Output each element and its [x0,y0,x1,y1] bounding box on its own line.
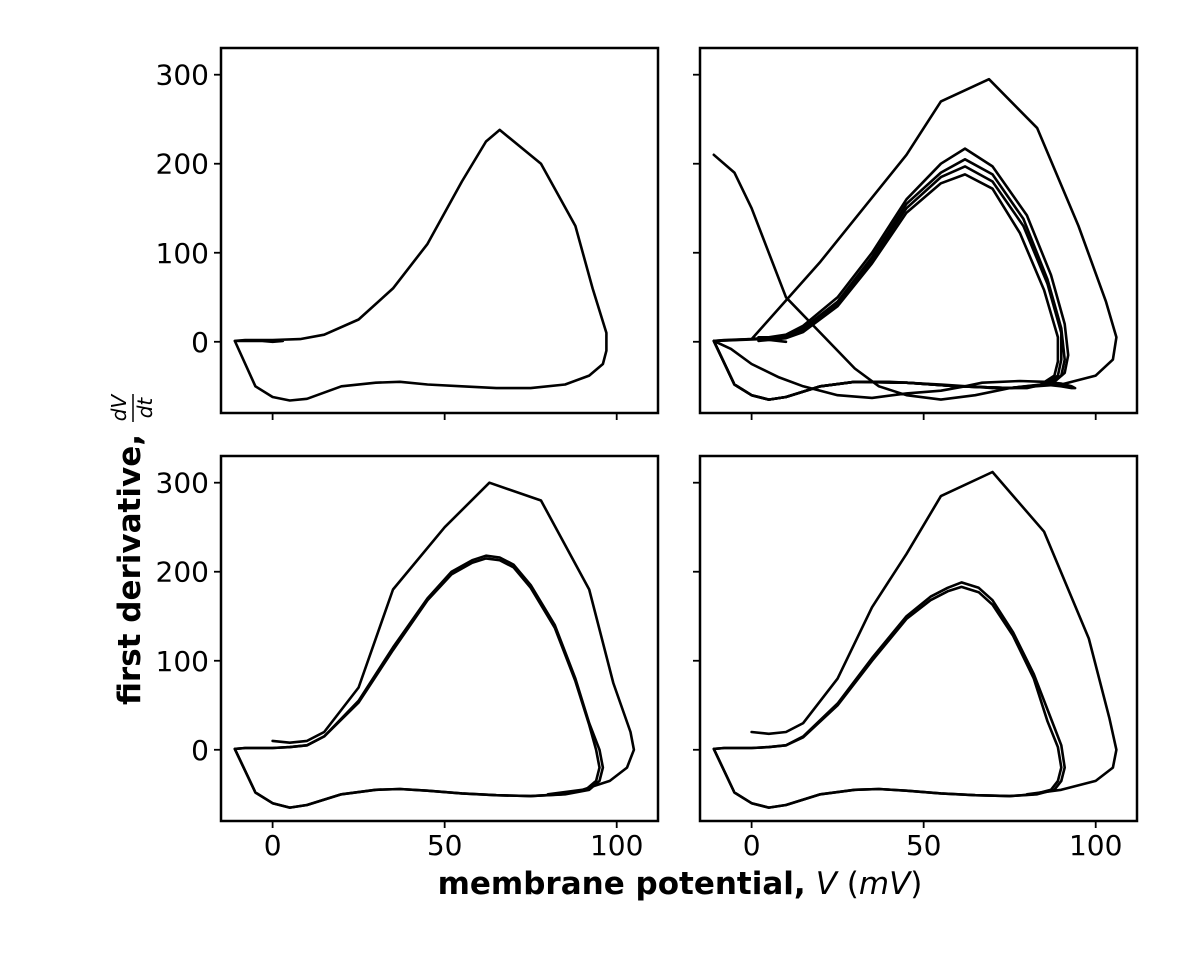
y-tick-label: 0 [191,326,209,359]
y-tick-label: 100 [156,645,209,678]
panel-bottom-left-series-0 [271,481,636,796]
y-axis-label-text: first derivative, [112,434,148,705]
panel-top-right-series-4 [712,173,1060,401]
x-tick-label: 50 [427,829,463,862]
panel-top-left-series-0 [233,128,608,402]
x-axis-label-unit-close: ) [910,866,922,902]
panel-top-right-lines [712,77,1118,401]
panel-top-right-series-5 [712,77,1118,390]
y-axis-label-frac-numerator: dV [107,394,131,422]
x-tick-label: 50 [906,829,942,862]
y-tick-label: 100 [156,237,209,270]
panels-layer: 0 100 200 300 0 50 100 0 100 200 300 0 50 100 [156,46,1139,862]
x-tick-label: 0 [743,829,761,862]
panel-top-left-frame [219,46,660,415]
y-tick-label: 300 [156,59,209,92]
x-axis-label: membrane potential, V (mV) [438,866,923,902]
panel-bottom-left-frame [219,454,660,823]
y-tick-label: 0 [191,734,209,767]
panel-bottom-left: 0 50 100 0 100 200 300 [156,454,660,862]
x-tick-label: 0 [264,829,282,862]
x-axis-label-unit: mV [859,866,913,902]
y-tick-label: 300 [156,467,209,500]
x-axis-label-unit-open: ( [837,866,859,902]
panel-bottom-left-lines [233,481,636,809]
panel-top-right [693,46,1139,420]
y-tick-label: 200 [156,556,209,589]
x-axis-label-var: V [816,866,840,902]
y-axis-label-frac-denominator: dt [133,397,157,419]
panel-top-right-series-0 [712,153,1077,401]
y-tick-label: 200 [156,148,209,181]
panel-bottom-right: 0 50 100 [693,454,1139,862]
x-tick-label: 100 [1069,829,1122,862]
panel-top-left-lines [233,128,608,402]
panel-bottom-right-lines [712,470,1118,809]
y-axis-label: first derivative, dV dt [107,394,157,706]
panel-top-left: 0 100 200 300 [156,46,660,420]
panel-bottom-left-series-2 [233,557,601,809]
panel-bottom-right-series-2 [712,585,1063,809]
panel-bottom-right-series-0 [750,470,1118,796]
panel-bottom-right-frame [698,454,1139,823]
panel-top-right-frame [698,46,1139,415]
x-axis-label-text: membrane potential, [438,866,806,902]
x-tick-label: 100 [590,829,643,862]
